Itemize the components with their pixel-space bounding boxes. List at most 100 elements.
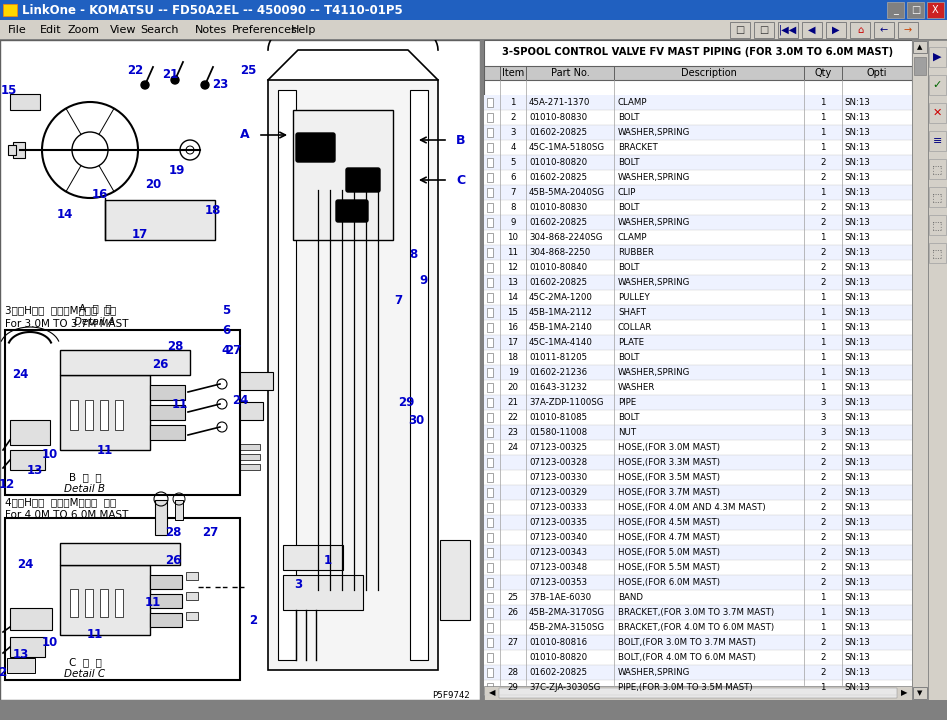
- Text: HOSE,(FOR 3.3M MAST): HOSE,(FOR 3.3M MAST): [618, 458, 720, 467]
- Text: HOSE,(FOR 5.5M MAST): HOSE,(FOR 5.5M MAST): [618, 563, 720, 572]
- Text: SN:13: SN:13: [844, 683, 870, 692]
- Bar: [914, 57, 926, 75]
- Text: SN:13: SN:13: [844, 188, 870, 197]
- Text: 7: 7: [510, 188, 516, 197]
- Text: 12: 12: [0, 665, 9, 678]
- Text: 3: 3: [820, 398, 826, 407]
- Text: 07123-00329: 07123-00329: [529, 488, 587, 497]
- Bar: [487, 308, 493, 317]
- Bar: [487, 248, 493, 257]
- Bar: [487, 323, 493, 332]
- Bar: [484, 515, 912, 530]
- Text: Item: Item: [502, 68, 524, 78]
- Bar: [186, 572, 198, 580]
- Text: 1: 1: [510, 98, 516, 107]
- Bar: [150, 405, 185, 420]
- Text: 24: 24: [17, 559, 33, 572]
- Text: Search: Search: [140, 25, 178, 35]
- Bar: [913, 687, 927, 699]
- Text: 12: 12: [508, 263, 519, 272]
- Bar: [487, 608, 493, 617]
- Text: SN:13: SN:13: [844, 338, 870, 347]
- Text: WASHER: WASHER: [618, 383, 655, 392]
- Text: 29: 29: [398, 395, 414, 408]
- Text: 18: 18: [508, 353, 519, 362]
- Bar: [484, 560, 912, 575]
- Bar: [898, 22, 918, 38]
- Text: SN:13: SN:13: [844, 143, 870, 152]
- Bar: [150, 594, 182, 608]
- Text: 45C-1MA-5180SG: 45C-1MA-5180SG: [529, 143, 605, 152]
- Text: BOLT: BOLT: [618, 413, 639, 422]
- Text: 01602-20825: 01602-20825: [529, 278, 587, 287]
- Circle shape: [141, 81, 149, 89]
- Text: View: View: [110, 25, 136, 35]
- Text: ✓: ✓: [933, 80, 942, 90]
- Bar: [484, 665, 912, 680]
- Text: HOSE,(FOR 3.0M MAST): HOSE,(FOR 3.0M MAST): [618, 443, 720, 452]
- Text: 01580-11008: 01580-11008: [529, 428, 587, 437]
- Text: 27: 27: [508, 638, 519, 647]
- Text: 07123-00348: 07123-00348: [529, 563, 587, 572]
- Bar: [487, 668, 493, 677]
- Text: 14: 14: [57, 209, 73, 222]
- Text: C: C: [456, 174, 465, 186]
- Text: ⬚: ⬚: [932, 220, 943, 230]
- Text: 2: 2: [820, 488, 826, 497]
- Text: 01010-80830: 01010-80830: [529, 203, 587, 212]
- Text: SN:13: SN:13: [844, 233, 870, 242]
- Text: BRACKET,(FOR 4.0M TO 6.0M MAST): BRACKET,(FOR 4.0M TO 6.0M MAST): [618, 623, 774, 632]
- Text: 01010-80820: 01010-80820: [529, 653, 587, 662]
- Circle shape: [171, 76, 179, 84]
- Text: HOSE,(FOR 6.0M MAST): HOSE,(FOR 6.0M MAST): [618, 578, 720, 587]
- Text: SN:13: SN:13: [844, 263, 870, 272]
- Bar: [929, 131, 946, 151]
- Bar: [240, 444, 260, 450]
- Text: →: →: [904, 25, 912, 35]
- Text: 304-868-2250: 304-868-2250: [529, 248, 590, 257]
- Text: Description: Description: [681, 68, 737, 78]
- Bar: [487, 593, 493, 602]
- Bar: [927, 2, 944, 18]
- Bar: [268, 80, 438, 670]
- Bar: [484, 440, 912, 455]
- Text: CLAMP: CLAMP: [618, 98, 648, 107]
- Text: RUBBER: RUBBER: [618, 248, 653, 257]
- Text: BOLT: BOLT: [618, 158, 639, 167]
- Bar: [484, 470, 912, 485]
- Text: 7: 7: [394, 294, 402, 307]
- Text: 07123-00328: 07123-00328: [529, 458, 587, 467]
- Bar: [175, 500, 183, 520]
- Bar: [440, 540, 470, 620]
- Text: 28: 28: [508, 668, 519, 677]
- Text: 1: 1: [820, 113, 826, 122]
- Bar: [484, 305, 912, 320]
- Text: ▶: ▶: [832, 25, 840, 35]
- Text: 01010-80840: 01010-80840: [529, 263, 587, 272]
- Bar: [150, 575, 182, 589]
- Bar: [487, 503, 493, 512]
- Bar: [887, 2, 904, 18]
- Text: Part No.: Part No.: [550, 68, 589, 78]
- Text: 45B-2MA-3170SG: 45B-2MA-3170SG: [529, 608, 605, 617]
- Bar: [484, 500, 912, 515]
- Text: SN:13: SN:13: [844, 98, 870, 107]
- Bar: [484, 590, 912, 605]
- Text: Detail A: Detail A: [75, 317, 116, 327]
- Text: ◀: ◀: [808, 25, 815, 35]
- Text: 17: 17: [132, 228, 148, 241]
- Bar: [487, 203, 493, 212]
- Text: For 4.0M TO 6.0M MAST: For 4.0M TO 6.0M MAST: [5, 510, 129, 520]
- Text: CLAMP: CLAMP: [618, 233, 648, 242]
- Text: ◀: ◀: [489, 688, 495, 698]
- Text: BAND: BAND: [618, 593, 643, 602]
- Text: SN:13: SN:13: [844, 248, 870, 257]
- Bar: [484, 170, 912, 185]
- Text: CLIP: CLIP: [618, 188, 636, 197]
- Text: 28: 28: [165, 526, 181, 539]
- Text: SN:13: SN:13: [844, 353, 870, 362]
- Text: SN:13: SN:13: [844, 653, 870, 662]
- Bar: [487, 188, 493, 197]
- Text: SN:13: SN:13: [844, 128, 870, 137]
- Text: SN:13: SN:13: [844, 578, 870, 587]
